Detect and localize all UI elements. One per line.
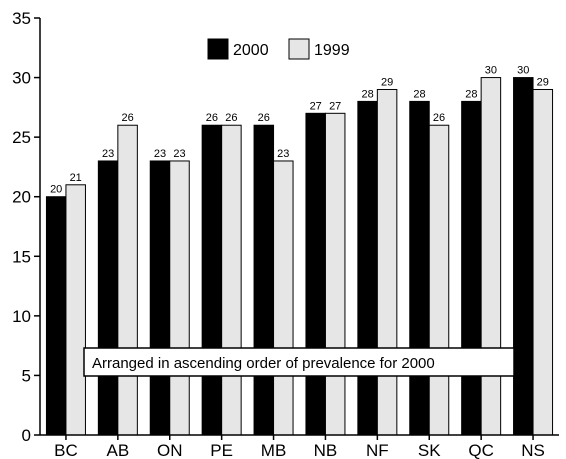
bar-mb-2000 <box>253 124 275 436</box>
value-label-on-2000: 23 <box>154 148 166 160</box>
category-label-qc: QC <box>468 441 494 459</box>
value-label-nb-1999: 27 <box>329 100 341 112</box>
bar-nf-1999 <box>376 88 398 436</box>
bars <box>45 77 554 436</box>
value-label-bc-2000: 20 <box>50 184 62 196</box>
legend-label-2000: 2000 <box>233 42 269 59</box>
bar-bc-1999 <box>65 184 86 436</box>
category-label-sk: SK <box>418 441 441 459</box>
y-tick-label: 20 <box>12 188 31 207</box>
legend-swatch-2000 <box>207 38 229 60</box>
bar-pe-1999 <box>221 124 242 436</box>
category-labels: BC AB ON PE MB NB NF SK QC NS <box>54 435 545 459</box>
category-label-bc: BC <box>54 441 78 459</box>
y-tick-label: 35 <box>12 9 31 28</box>
annotation-text: Arranged in ascending order of prevalenc… <box>92 355 435 372</box>
y-tick-label: 0 <box>22 426 31 445</box>
category-label-ns: NS <box>521 441 545 459</box>
value-label-nb-2000: 27 <box>310 100 322 112</box>
annotation-box: Arranged in ascending order of prevalenc… <box>83 347 515 377</box>
category-label-on: ON <box>157 441 183 459</box>
bar-qc-2000 <box>461 100 482 436</box>
bar-ns-1999 <box>532 88 554 436</box>
value-label-pe-2000: 26 <box>206 112 218 124</box>
category-label-nf: NF <box>366 441 389 459</box>
value-label-on-1999: 23 <box>173 148 185 160</box>
category-label-pe: PE <box>210 441 233 459</box>
bar-ns-2000 <box>513 77 534 436</box>
value-label-ns-2000: 30 <box>517 65 529 77</box>
y-axis-ticks: 0 5 10 15 20 25 30 35 <box>12 9 40 445</box>
y-tick-label: 10 <box>12 307 31 326</box>
bar-on-1999 <box>169 160 190 436</box>
bar-nf-2000 <box>357 100 378 436</box>
value-label-ab-1999: 26 <box>121 112 133 124</box>
value-label-qc-1999: 30 <box>485 65 497 77</box>
bar-ab-2000 <box>97 160 119 436</box>
value-label-mb-2000: 26 <box>258 112 270 124</box>
bar-nb-1999 <box>324 112 346 436</box>
bar-mb-1999 <box>273 160 294 436</box>
category-label-mb: MB <box>261 441 287 459</box>
value-label-pe-1999: 26 <box>225 112 237 124</box>
value-label-sk-1999: 26 <box>433 112 445 124</box>
y-tick-label: 30 <box>12 69 31 88</box>
bar-sk-2000 <box>409 100 430 436</box>
bar-nb-2000 <box>305 112 326 436</box>
value-label-ab-2000: 23 <box>102 148 114 160</box>
bar-ab-1999 <box>117 124 138 436</box>
bar-bc-2000 <box>45 196 67 436</box>
value-label-mb-1999: 23 <box>277 148 289 160</box>
legend-swatch-1999 <box>288 38 310 60</box>
value-label-qc-2000: 28 <box>465 88 477 100</box>
bar-pe-2000 <box>201 124 223 436</box>
value-label-ns-1999: 29 <box>537 76 549 88</box>
bar-sk-1999 <box>428 124 450 436</box>
category-label-nb: NB <box>314 441 338 459</box>
value-labels: 20 21 23 26 23 23 26 26 26 23 27 27 28 29 28 26 28 30 30 29 <box>50 65 549 196</box>
y-tick-label: 15 <box>12 247 31 266</box>
y-tick-label: 5 <box>22 366 31 385</box>
bar-qc-1999 <box>480 77 502 436</box>
value-label-bc-1999: 21 <box>70 172 82 184</box>
value-label-nf-2000: 28 <box>361 88 373 100</box>
legend: 2000 1999 <box>207 38 350 60</box>
category-label-ab: AB <box>107 441 130 459</box>
value-label-nf-1999: 29 <box>381 76 393 88</box>
value-label-sk-2000: 28 <box>413 88 425 100</box>
legend-label-1999: 1999 <box>314 42 350 59</box>
bar-on-2000 <box>149 160 171 436</box>
y-tick-label: 25 <box>12 128 31 147</box>
annotation-border <box>83 347 515 377</box>
